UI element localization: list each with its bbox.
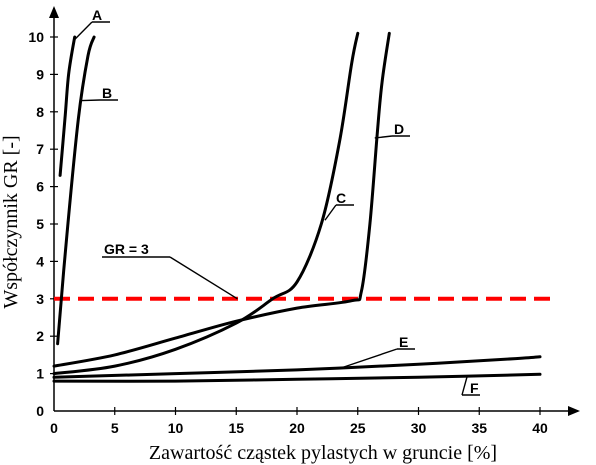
y-tick-label: 4 — [36, 253, 44, 269]
curve-labels-group: A B C D E F GR = 3 — [72, 7, 480, 396]
series-line-e — [52, 355, 542, 379]
y-axis-title: Współczynnik GR [-] — [0, 135, 22, 308]
y-tick-label: 2 — [36, 328, 44, 344]
y-tick-label: 6 — [36, 179, 44, 195]
y-tick-label: 5 — [36, 216, 44, 232]
leader-line-e — [342, 348, 398, 368]
y-tick-label: 10 — [28, 29, 44, 45]
x-tick-label: 15 — [228, 420, 244, 436]
x-tick-label: 10 — [168, 420, 184, 436]
curve-label-c: C — [336, 190, 346, 206]
y-tick-label: 3 — [36, 291, 44, 307]
y-tick-label: 1 — [36, 366, 44, 382]
series-line-b — [56, 35, 96, 346]
y-ticks: 0 1 2 3 4 5 6 7 8 9 10 — [28, 29, 58, 419]
x-tick-label: 20 — [289, 420, 305, 436]
x-axis-title: Zawartość cząstek pylastych w gruncie [%… — [149, 442, 497, 464]
series-group — [52, 31, 542, 383]
x-tick-label: 30 — [411, 420, 427, 436]
reference-leader-line — [169, 256, 238, 300]
series-line-d — [52, 31, 391, 368]
series-line-f — [52, 372, 542, 383]
curve-label-e: E — [399, 334, 408, 350]
x-tick-label: 35 — [471, 420, 487, 436]
y-tick-label: 7 — [36, 141, 44, 157]
leader-line-c — [324, 204, 337, 221]
x-tick-label: 5 — [111, 420, 119, 436]
leader-line-d — [374, 135, 393, 139]
leader-line-f — [461, 376, 468, 396]
curve-label-b: B — [102, 85, 112, 101]
curve-label-f: F — [470, 380, 479, 396]
curve-label-d: D — [394, 121, 404, 137]
y-tick-label: 0 — [36, 403, 44, 419]
series-line-c — [52, 31, 360, 376]
x-tick-label: 0 — [50, 420, 58, 436]
reference-line-label: GR = 3 — [104, 241, 149, 257]
x-tick-label: 25 — [350, 420, 366, 436]
x-ticks: 0 5 10 15 20 25 30 35 40 — [50, 407, 548, 436]
leader-line-b — [81, 99, 101, 102]
x-tick-label: 40 — [532, 420, 548, 436]
curve-label-a: A — [92, 7, 102, 23]
leader-line-a — [72, 21, 93, 42]
axes — [49, 6, 580, 416]
y-tick-label: 8 — [36, 104, 44, 120]
series-line-a — [58, 35, 77, 177]
y-tick-label: 9 — [36, 66, 44, 82]
